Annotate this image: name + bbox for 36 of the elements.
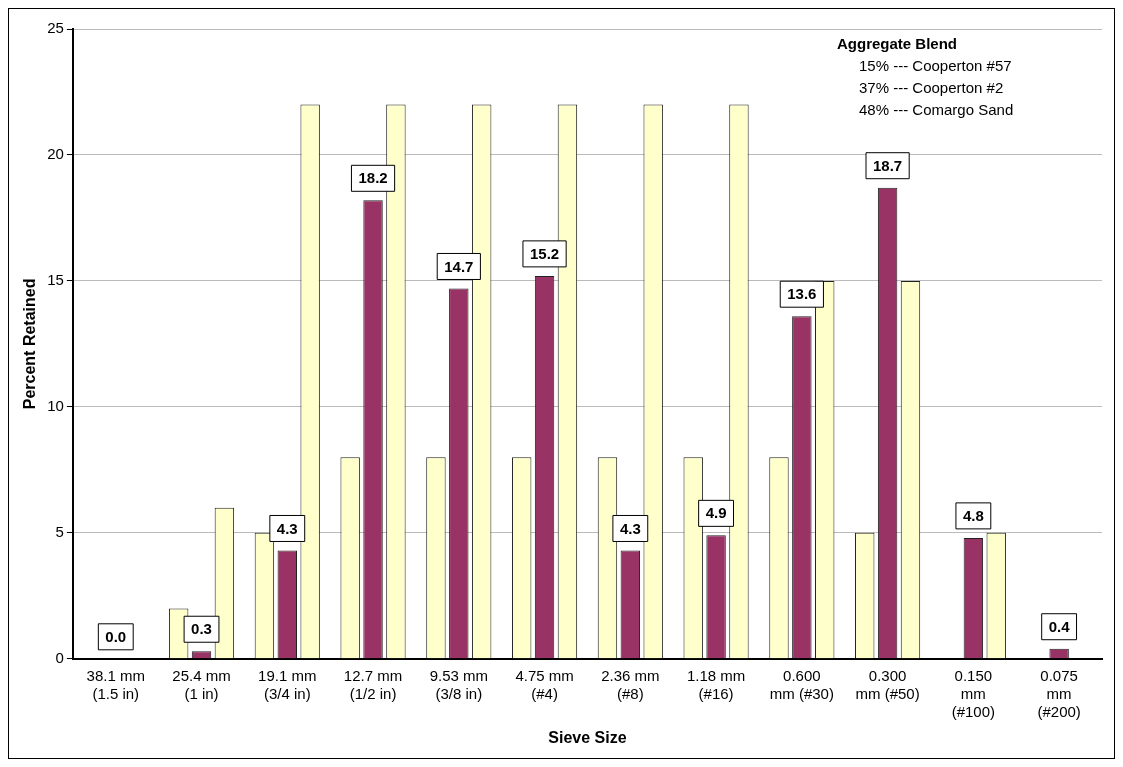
- x-tick-label: 1.18 mm (#16): [686, 666, 746, 702]
- x-tick-label: 4.75 mm (#4): [515, 666, 574, 702]
- data-label: 4.3: [619, 519, 641, 537]
- x-tick-label: 2.36 mm (#8): [601, 666, 660, 702]
- data-label: 18.2: [358, 169, 388, 187]
- x-tick-label: 0.300 mm (#50): [855, 666, 920, 702]
- x-tick-label: 38.1 mm (1.5 in): [86, 666, 145, 702]
- data-label: 4.9: [705, 504, 727, 522]
- data-label: 0.0: [105, 627, 127, 645]
- data-label: 0.3: [191, 620, 212, 638]
- data-label: 4.3: [276, 519, 298, 537]
- data-label: 0.4: [1048, 617, 1071, 635]
- annotation: Aggregate Blend: [837, 34, 958, 52]
- x-tick-label: 0.600 mm (#30): [769, 666, 834, 702]
- annotation: 15% --- Cooperton #57: [859, 56, 1012, 74]
- x-tick-label: 25.4 mm (1 in): [172, 666, 231, 702]
- x-tick-label: 9.53 mm (3/8 in): [429, 666, 488, 702]
- y-tick-label: 25: [47, 19, 64, 37]
- x-axis-title: Sieve Size: [548, 728, 627, 746]
- y-tick-label: 20: [47, 145, 64, 163]
- data-label: 14.7: [444, 257, 474, 275]
- y-tick-label: 5: [55, 522, 64, 540]
- data-label: 15.2: [529, 245, 560, 263]
- y-tick-label: 15: [47, 271, 64, 289]
- x-tick-label: 12.7 mm (1/2 in): [343, 666, 403, 702]
- y-tick-label: 10: [47, 397, 64, 415]
- y-axis-title: Percent Retained: [21, 278, 39, 410]
- x-tick-label: 0.075 mm (#200): [1037, 666, 1081, 720]
- annotation: 48% --- Comargo Sand: [859, 100, 1014, 118]
- x-tick-label: 0.150 mm (#100): [951, 666, 996, 720]
- data-label: 13.6: [787, 285, 817, 303]
- annotation: 37% --- Cooperton #2: [859, 78, 1004, 96]
- x-tick-label: 19.1 mm (3/4 in): [258, 666, 317, 702]
- data-label: 18.7: [873, 156, 903, 174]
- data-label: 4.8: [962, 507, 984, 525]
- y-tick-label: 0: [55, 648, 64, 666]
